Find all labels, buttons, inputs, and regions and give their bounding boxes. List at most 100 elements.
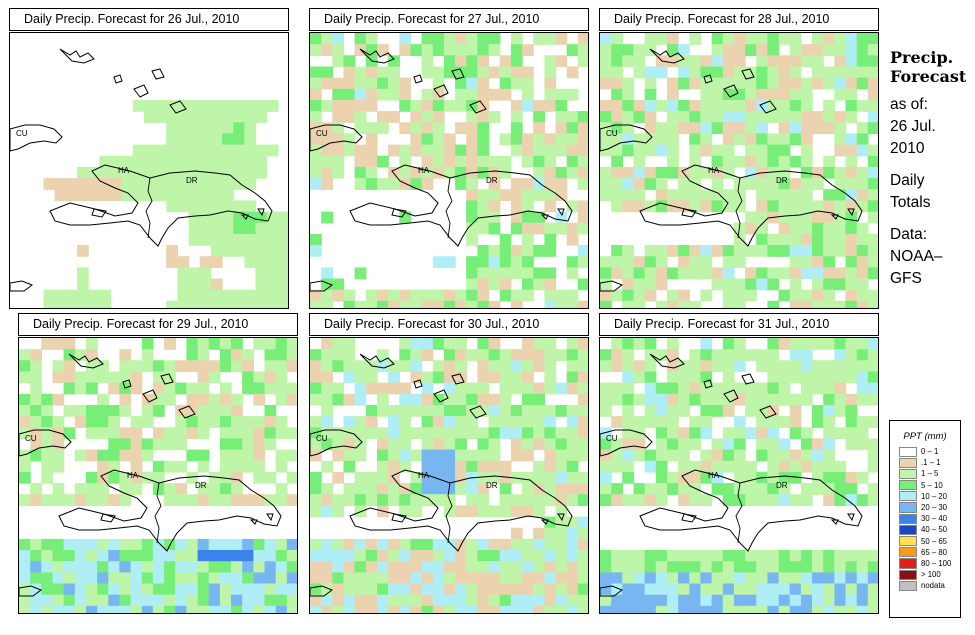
precip-cell [722, 122, 735, 135]
precip-cell [354, 494, 367, 506]
precip-cell [399, 393, 412, 406]
precip-cell [778, 360, 791, 373]
islet-outline [540, 519, 549, 525]
haiti-dr-border [154, 482, 162, 544]
precip-cell [74, 572, 87, 585]
precip-cell [354, 33, 367, 45]
precip-cell [74, 583, 87, 596]
precip-cell [789, 111, 802, 123]
precip-cell [800, 178, 813, 190]
precip-cell [611, 44, 623, 56]
precip-cell [555, 111, 568, 123]
precip-cell [700, 382, 713, 395]
precip-cell [611, 572, 623, 585]
precip-cell [600, 77, 612, 90]
precip-cell [756, 245, 768, 257]
precip-cell [321, 594, 333, 607]
precip-cell [555, 550, 568, 562]
precip-cell [544, 438, 557, 451]
precip-cell [477, 155, 490, 168]
precip-cell [555, 572, 568, 585]
precip-cell [443, 438, 456, 451]
precip-cell [244, 155, 257, 168]
legend-swatch [899, 480, 917, 491]
precip-cell [210, 189, 223, 201]
precip-cell [432, 155, 445, 168]
precip-cell [310, 550, 322, 562]
precip-cell [644, 144, 657, 157]
precip-cell [421, 438, 434, 451]
coastlines [310, 353, 573, 597]
precip-cell [522, 494, 534, 506]
precip-cell [74, 349, 87, 361]
precip-cell [421, 100, 434, 112]
precip-cell [689, 33, 702, 45]
precip-cell [119, 393, 132, 406]
precip-cell [321, 538, 333, 551]
precip-cell [175, 605, 187, 613]
precip-cell [834, 111, 847, 123]
precip-cell [767, 561, 780, 573]
precip-cell [867, 200, 878, 213]
precip-cell [244, 100, 257, 112]
precip-cell [175, 561, 187, 573]
precip-cell [767, 438, 780, 451]
precip-cell [566, 233, 579, 246]
precip-cell [332, 289, 345, 302]
precip-cell [332, 155, 345, 168]
precip-cell [222, 100, 234, 112]
precip-cell [644, 371, 657, 384]
precip-cell [208, 483, 221, 495]
precip-cell [756, 427, 768, 440]
precip-cell [510, 449, 523, 462]
precip-cell [789, 371, 802, 384]
precip-cell [778, 166, 791, 179]
precip-cell [611, 33, 623, 45]
precip-cell [566, 561, 579, 573]
precip-cell [354, 77, 367, 90]
precip-cell [678, 77, 690, 90]
precip-cell [443, 66, 456, 79]
precip-cell [210, 200, 223, 213]
precip-cell [354, 360, 367, 373]
precip-cell [611, 267, 623, 280]
precip-cell [789, 494, 802, 506]
precip-cell [52, 605, 65, 613]
precip-cell [130, 538, 143, 551]
precip-cell [522, 583, 534, 596]
precip-cell [800, 561, 813, 573]
precip-cell [700, 494, 713, 506]
precip-cell [63, 360, 76, 373]
precip-cell [856, 189, 869, 201]
precip-cell [733, 133, 746, 146]
precip-cell [577, 222, 588, 235]
legend-swatch [899, 446, 917, 457]
precip-cell [152, 427, 165, 440]
precip-cell [119, 583, 132, 596]
precip-cell [110, 189, 123, 201]
precip-cell [622, 300, 635, 308]
precip-cell [242, 416, 254, 428]
precip-cell [477, 66, 490, 79]
precip-cell [733, 278, 746, 291]
precip-cell [99, 300, 112, 308]
precip-cell [97, 416, 109, 428]
precip-cell [488, 256, 501, 268]
precip-cell [63, 605, 76, 613]
precip-cell [388, 88, 400, 101]
precip-cell [767, 483, 780, 495]
precip-cell [700, 245, 713, 257]
precip-cell [365, 572, 378, 585]
precip-cell [164, 338, 176, 350]
precip-cell [488, 360, 501, 373]
precip-cell [488, 460, 501, 473]
precip-cell [845, 233, 858, 246]
precip-cell [477, 505, 490, 518]
precip-cell [197, 393, 210, 406]
precip-cell [756, 33, 768, 45]
precip-cell [778, 460, 791, 473]
precip-cell [600, 605, 612, 613]
precip-cell [566, 583, 579, 596]
precip-cell [141, 438, 154, 451]
precip-cell [242, 550, 254, 562]
